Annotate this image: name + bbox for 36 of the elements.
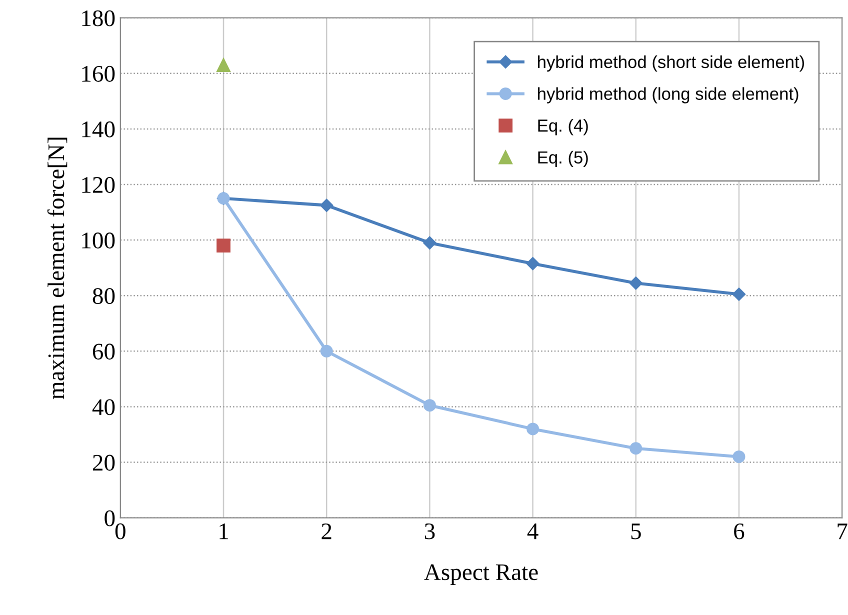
- y-tick-label: 160: [82, 66, 115, 82]
- point: [216, 238, 230, 253]
- point: [216, 58, 230, 72]
- point: [732, 288, 746, 301]
- point: [526, 422, 540, 436]
- y-tick-label: 120: [82, 176, 115, 193]
- x-tick-label: 4: [527, 524, 538, 540]
- y-tick-label: 180: [82, 10, 115, 26]
- y-tick-label: 100: [82, 232, 115, 248]
- x-tick-label: 0: [115, 523, 126, 540]
- point: [320, 198, 334, 212]
- y-tick-label: 140: [82, 121, 115, 138]
- point: [629, 276, 642, 290]
- y-tick-label: 20: [92, 454, 115, 471]
- point: [630, 442, 642, 455]
- legend-label: Eq. (5): [538, 150, 588, 168]
- y-axis-title: maximum element force[N]: [47, 138, 68, 400]
- point: [732, 450, 746, 463]
- point: [423, 399, 436, 412]
- legend-label: Eq. (4): [538, 119, 588, 136]
- y-tick-label: 40: [92, 399, 115, 416]
- x-tick-label: 7: [838, 524, 848, 540]
- point: [526, 257, 540, 270]
- y-tick-label: 60: [92, 344, 115, 360]
- x-tick-label: 1: [220, 523, 228, 540]
- legend-label: hybrid method (short side element): [538, 55, 804, 72]
- y-tick-label: 80: [92, 288, 115, 304]
- x-axis-title: Aspect Rate: [424, 564, 538, 585]
- x-tick-label: 6: [734, 523, 744, 540]
- y-tick-label: 0: [104, 510, 115, 526]
- x-tick-label: 3: [424, 523, 435, 540]
- point: [423, 236, 436, 250]
- x-tick-label: 2: [322, 523, 332, 540]
- point: [320, 344, 333, 358]
- legend-label: hybrid method (long side element): [538, 87, 798, 104]
- x-tick-label: 5: [631, 524, 641, 540]
